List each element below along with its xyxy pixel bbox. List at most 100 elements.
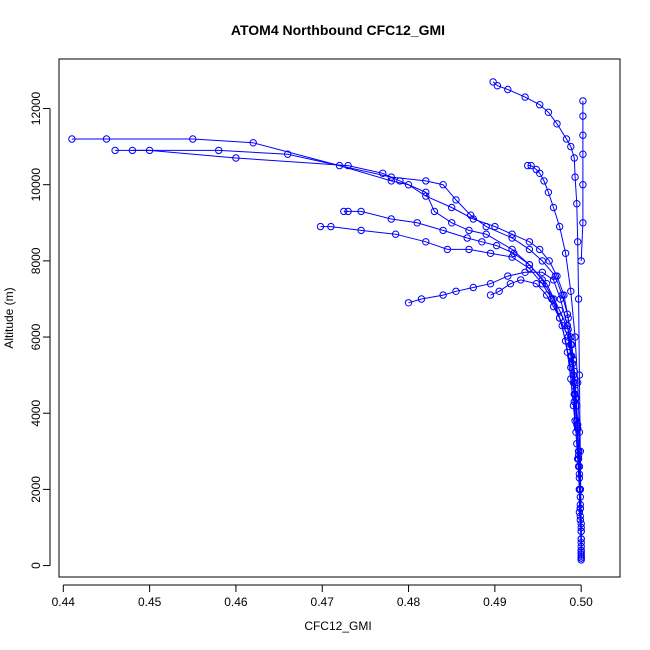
x-tick-label: 0.44 xyxy=(52,595,76,609)
data-point xyxy=(357,226,365,235)
data-point xyxy=(555,222,564,231)
data-point xyxy=(327,222,335,231)
chart-title: ATOM4 Northbound CFC12_GMI xyxy=(231,22,445,38)
data-point xyxy=(567,142,575,151)
x-tick-label: 0.47 xyxy=(311,595,335,609)
data-point xyxy=(549,203,558,212)
y-axis-label: Altitude (m) xyxy=(2,287,16,348)
data-point xyxy=(469,215,477,223)
data-point xyxy=(68,135,76,143)
data-point xyxy=(422,177,430,185)
x-tick-label: 0.46 xyxy=(224,595,248,609)
x-tick-label: 0.45 xyxy=(138,595,162,609)
data-point xyxy=(574,379,582,387)
data-point xyxy=(417,295,426,303)
data-point xyxy=(579,97,587,105)
y-tick-label: 4000 xyxy=(29,400,43,427)
data-point xyxy=(532,165,540,174)
y-tick-label: 2000 xyxy=(29,476,43,503)
data-point xyxy=(422,188,430,197)
data-point xyxy=(538,268,546,276)
data-point xyxy=(563,321,572,330)
y-tick-label: 6000 xyxy=(29,323,43,350)
data-point xyxy=(504,272,512,280)
data-point xyxy=(562,135,571,143)
data-point xyxy=(576,447,584,455)
y-tick-label: 0 xyxy=(29,562,43,569)
data-point xyxy=(448,203,456,212)
series-7 xyxy=(486,276,585,562)
data-series-layer xyxy=(68,78,587,564)
data-point xyxy=(467,211,475,219)
data-point xyxy=(413,219,421,227)
data-point xyxy=(422,192,430,200)
series-10 xyxy=(577,97,587,265)
data-point xyxy=(357,207,365,216)
data-point xyxy=(469,283,477,292)
data-point xyxy=(486,280,495,288)
data-point xyxy=(486,249,495,258)
y-tick-label: 10000 xyxy=(29,168,43,202)
data-point xyxy=(574,455,583,463)
data-point xyxy=(189,135,197,143)
data-point xyxy=(570,154,578,162)
data-point xyxy=(538,257,546,265)
data-point xyxy=(486,291,495,299)
data-point xyxy=(556,295,565,303)
data-point xyxy=(577,257,585,265)
data-point xyxy=(561,249,570,258)
data-point xyxy=(579,150,587,158)
data-point xyxy=(463,234,471,242)
data-point xyxy=(504,85,512,94)
data-point xyxy=(316,222,325,231)
data-point xyxy=(335,161,344,170)
data-point xyxy=(521,93,529,101)
data-point xyxy=(493,82,502,90)
x-axis: 0.44 0.45 0.46 0.47 0.48 0.49 0.50 xyxy=(52,584,593,609)
plot-frame xyxy=(58,58,621,578)
series-line xyxy=(71,138,582,553)
data-point xyxy=(536,101,544,109)
data-point xyxy=(102,135,111,143)
data-point xyxy=(525,245,534,254)
data-point xyxy=(521,268,529,276)
series-line xyxy=(580,100,584,261)
data-point xyxy=(553,120,561,128)
data-point xyxy=(491,222,499,231)
data-point xyxy=(524,161,532,170)
data-point xyxy=(489,78,497,86)
data-point xyxy=(542,291,551,299)
data-point xyxy=(344,207,352,216)
data-point xyxy=(495,287,503,295)
y-axis: 0 2000 4000 6000 8000 10000 12000 xyxy=(29,92,51,569)
data-point xyxy=(575,371,584,379)
data-point xyxy=(340,207,348,216)
data-point xyxy=(571,173,579,181)
series-3 xyxy=(68,135,585,556)
data-point xyxy=(422,238,430,246)
data-point xyxy=(508,234,516,242)
series-4 xyxy=(340,207,585,562)
series-2 xyxy=(128,146,585,560)
data-point xyxy=(452,196,460,204)
series-line xyxy=(492,81,582,528)
series-1 xyxy=(111,146,585,564)
series-line xyxy=(343,210,582,558)
data-point xyxy=(506,280,515,288)
data-point xyxy=(111,146,119,155)
data-point xyxy=(532,280,540,288)
data-point xyxy=(577,523,585,532)
data-point xyxy=(567,287,575,295)
data-point xyxy=(387,173,395,181)
data-point xyxy=(344,161,352,170)
data-point xyxy=(478,238,486,246)
data-point xyxy=(452,287,460,295)
data-point xyxy=(510,249,518,258)
data-point xyxy=(574,295,583,303)
data-point xyxy=(525,238,534,246)
data-point xyxy=(544,188,553,197)
data-point xyxy=(232,154,240,162)
data-point xyxy=(544,108,553,117)
data-point xyxy=(568,341,576,349)
